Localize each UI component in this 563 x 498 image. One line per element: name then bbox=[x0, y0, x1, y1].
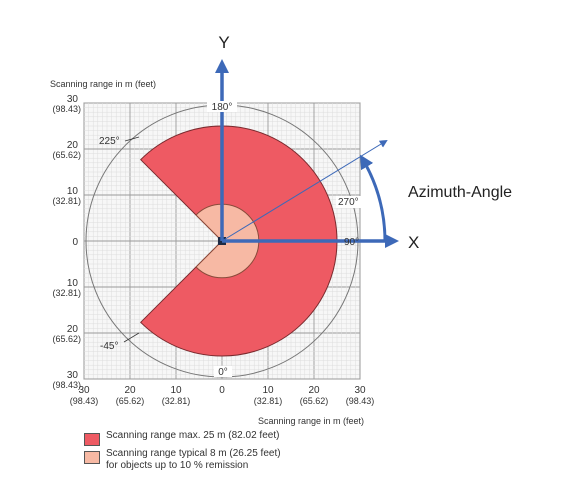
x-axis-label: X bbox=[408, 233, 419, 252]
angle-label-90: 90° bbox=[344, 237, 359, 248]
y-tick-label-feet: (32.81) bbox=[52, 196, 81, 206]
y-tick-labels: 30(98.43)20(65.62)10(32.81)010(32.81)20(… bbox=[52, 94, 81, 390]
angle-label-225: 225° bbox=[99, 136, 120, 147]
legend-item: Scanning range typical 8 m (26.25 feet) … bbox=[84, 448, 384, 482]
azimuth-arc-arrow bbox=[359, 154, 387, 242]
legend-label: Scanning range typical 8 m (26.25 feet) … bbox=[106, 448, 281, 471]
y-tick-label-feet: (98.43) bbox=[52, 380, 81, 390]
angle-225-leader bbox=[124, 136, 140, 142]
angle-180-bg bbox=[207, 101, 237, 112]
x-tick-label-feet: (98.43) bbox=[346, 396, 375, 406]
y-axis-label: Y bbox=[218, 33, 229, 52]
angle-label-270: 270° bbox=[338, 197, 359, 208]
x-scale-title: Scanning range in m (feet) bbox=[258, 416, 364, 426]
y-tick-label-feet: (65.62) bbox=[52, 150, 81, 160]
x-tick-label-feet: (32.81) bbox=[162, 396, 191, 406]
y-tick-label-feet: (98.43) bbox=[52, 104, 81, 114]
angle-neg45-leader bbox=[123, 332, 140, 343]
legend-item: Scanning range max. 25 m (82.02 feet) bbox=[84, 430, 384, 448]
x-tick-label: 20 bbox=[308, 385, 320, 396]
angle-label-neg45: -45° bbox=[100, 341, 118, 352]
legend-swatch bbox=[84, 451, 100, 464]
x-tick-label: 30 bbox=[354, 385, 366, 396]
y-tick-label: 30 bbox=[67, 94, 79, 105]
legend-swatch bbox=[84, 433, 100, 446]
angle-label-0: 0° bbox=[218, 367, 228, 378]
y-tick-label-feet: (65.62) bbox=[52, 334, 81, 344]
legend: Scanning range max. 25 m (82.02 feet) Sca… bbox=[84, 430, 384, 482]
y-tick-label: 20 bbox=[67, 140, 79, 151]
y-tick-label: 30 bbox=[67, 370, 79, 381]
x-tick-label-feet: (32.81) bbox=[254, 396, 283, 406]
y-tick-label-feet: (32.81) bbox=[52, 288, 81, 298]
azimuth-angle-label: Azimuth-Angle bbox=[408, 184, 512, 201]
angle-0-bg bbox=[214, 366, 232, 377]
x-tick-label: 20 bbox=[124, 385, 136, 396]
x-tick-label: 10 bbox=[170, 385, 182, 396]
angle-label-180: 180° bbox=[212, 102, 233, 113]
y-tick-label: 10 bbox=[67, 278, 79, 289]
y-tick-label: 0 bbox=[72, 237, 78, 248]
x-tick-label-feet: (65.62) bbox=[116, 396, 145, 406]
legend-label: Scanning range max. 25 m (82.02 feet) bbox=[106, 430, 280, 441]
x-tick-label-feet: (98.43) bbox=[70, 396, 99, 406]
y-tick-label: 10 bbox=[67, 186, 79, 197]
x-tick-label-feet: (65.62) bbox=[300, 396, 329, 406]
angle-270-bg bbox=[336, 196, 362, 208]
azimuth-ray bbox=[221, 139, 388, 242]
y-scale-title: Scanning range in m (feet) bbox=[50, 79, 156, 89]
x-tick-labels: 30(98.43)20(65.62)10(32.81)0 10(32.81)20(… bbox=[70, 385, 375, 406]
x-tick-label: 10 bbox=[262, 385, 274, 396]
x-tick-label: 0 bbox=[219, 385, 225, 396]
y-tick-label: 20 bbox=[67, 324, 79, 335]
x-tick-label: 30 bbox=[78, 385, 90, 396]
